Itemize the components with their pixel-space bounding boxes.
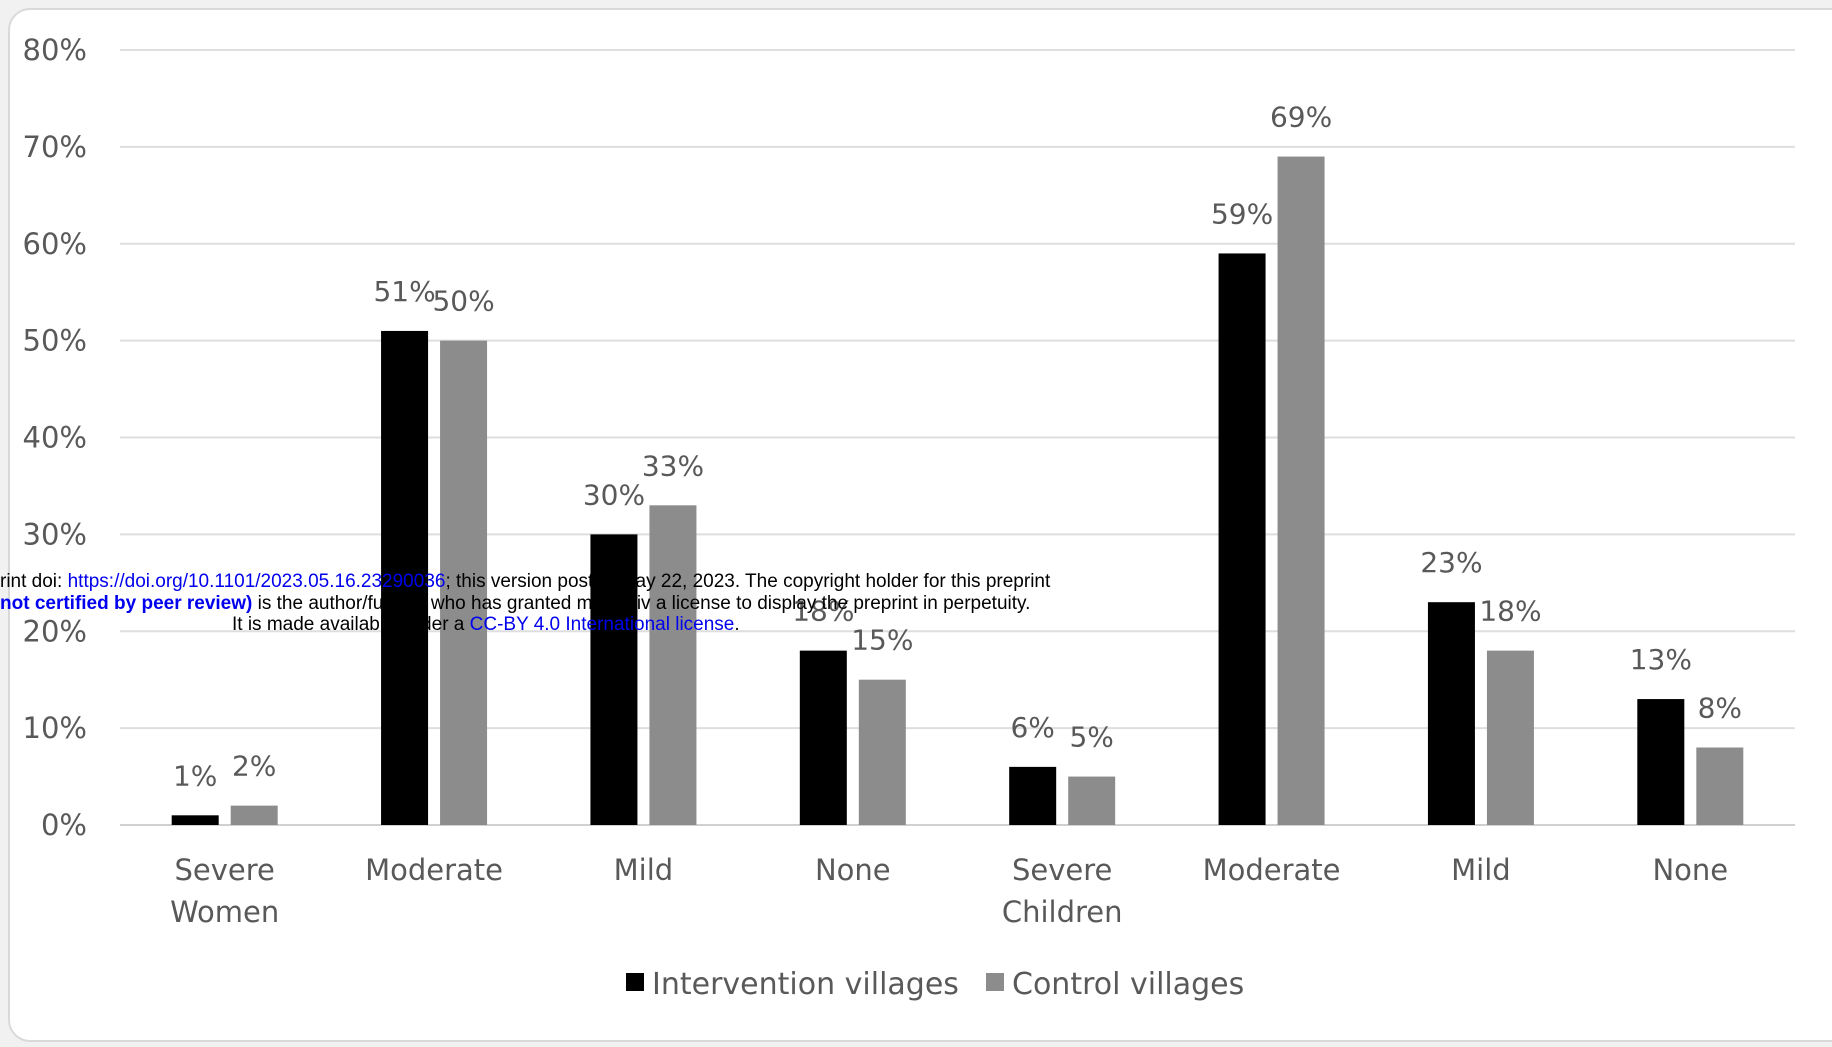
data-label: 33% — [642, 449, 704, 482]
data-label: 51% — [373, 275, 435, 308]
category-label: None — [1652, 853, 1728, 887]
data-label: 2% — [232, 750, 276, 783]
y-tick-label: 50% — [23, 324, 87, 358]
data-label: 18% — [1479, 595, 1541, 628]
legend-swatch — [626, 973, 644, 991]
bar-intervention — [171, 815, 219, 825]
bars — [171, 156, 1744, 825]
category-label: Severe — [1012, 853, 1112, 887]
data-labels: 1% 2%51%50%30%33%18%15%6% 5%59%69%23%18%13… — [173, 101, 1742, 793]
bar-intervention — [1218, 253, 1266, 825]
y-tick-label: 10% — [23, 711, 87, 745]
data-label: 50% — [432, 285, 494, 318]
category-label: Moderate — [1203, 853, 1341, 887]
group-label: Children — [1002, 895, 1123, 929]
bar-control — [1486, 650, 1534, 825]
data-label: 6% — [1010, 711, 1054, 744]
y-tick-label: 70% — [23, 130, 87, 164]
bar-control — [858, 679, 906, 825]
data-label: 13% — [1630, 643, 1692, 676]
bar-intervention — [1637, 699, 1685, 825]
bar-control — [230, 805, 278, 825]
watermark-doi-prefix: rint doi: — [0, 571, 68, 592]
category-label: Severe — [174, 853, 274, 887]
bar-intervention — [1009, 766, 1057, 825]
watermark-available-text: It is made available under a — [232, 614, 470, 635]
bar-control — [440, 340, 488, 825]
y-tick-label: 20% — [23, 614, 87, 648]
bar-intervention — [799, 650, 847, 825]
bar-intervention — [590, 534, 638, 825]
watermark-line-2: not certified by peer review) is the aut… — [0, 593, 1030, 614]
category-label: Moderate — [365, 853, 503, 887]
watermark-line-3: It is made available under a CC-BY 4.0 I… — [232, 614, 740, 635]
watermark-license-text: is the author/funder, who has granted me… — [252, 593, 1031, 614]
watermark-peer-review-text: not certified by peer review) — [0, 593, 253, 614]
watermark-period: . — [734, 614, 740, 635]
category-label: Mild — [1451, 853, 1511, 887]
y-tick-label: 40% — [23, 421, 87, 455]
bar-intervention — [1427, 602, 1475, 825]
data-label: 1% — [173, 759, 217, 792]
chart-frame — [8, 8, 1832, 1042]
watermark-posted-text: ; this version posted May 22, 2023. The … — [445, 571, 1051, 592]
legend: Intervention villages Control villages — [626, 967, 1244, 1002]
data-label: 15% — [851, 624, 913, 657]
y-axis-ticks: 0% 10% 20% 30% 40% 50% 60% 70% 80% — [23, 33, 87, 842]
watermark-doi-link[interactable]: https://doi.org/10.1101/2023.05.16.23290… — [67, 571, 446, 592]
watermark-line-1: rint doi: https://doi.org/10.1101/2023.0… — [0, 571, 1050, 592]
legend-label: Control villages — [1012, 967, 1244, 1002]
data-label: 59% — [1211, 197, 1273, 230]
category-labels: Severe Moderate Mild None Severe Moderate Mild… — [170, 853, 1728, 929]
y-tick-label: 0% — [41, 808, 87, 842]
data-label: 5% — [1069, 721, 1113, 754]
data-label: 8% — [1698, 692, 1742, 725]
bar-intervention — [381, 330, 429, 825]
data-label: 23% — [1420, 546, 1482, 579]
bar-control — [1068, 776, 1116, 825]
y-tick-label: 60% — [23, 227, 87, 261]
watermark-license-link[interactable]: CC-BY 4.0 International license — [469, 614, 735, 635]
data-label: 18% — [792, 595, 854, 628]
preprint-watermark: rint doi: https://doi.org/10.1101/2023.0… — [0, 571, 1832, 655]
y-tick-label: 30% — [23, 517, 87, 551]
data-label: 30% — [583, 478, 645, 511]
legend-label: Intervention villages — [652, 967, 959, 1002]
group-label: Women — [170, 895, 279, 929]
y-tick-label: 80% — [23, 33, 87, 67]
legend-swatch — [986, 973, 1004, 991]
data-label: 69% — [1270, 101, 1332, 134]
gridlines — [120, 49, 1795, 826]
bar-control — [649, 505, 697, 825]
bar-control — [1277, 156, 1325, 825]
category-label: Mild — [614, 853, 674, 887]
category-label: None — [815, 853, 891, 887]
bar-control — [1696, 747, 1744, 825]
